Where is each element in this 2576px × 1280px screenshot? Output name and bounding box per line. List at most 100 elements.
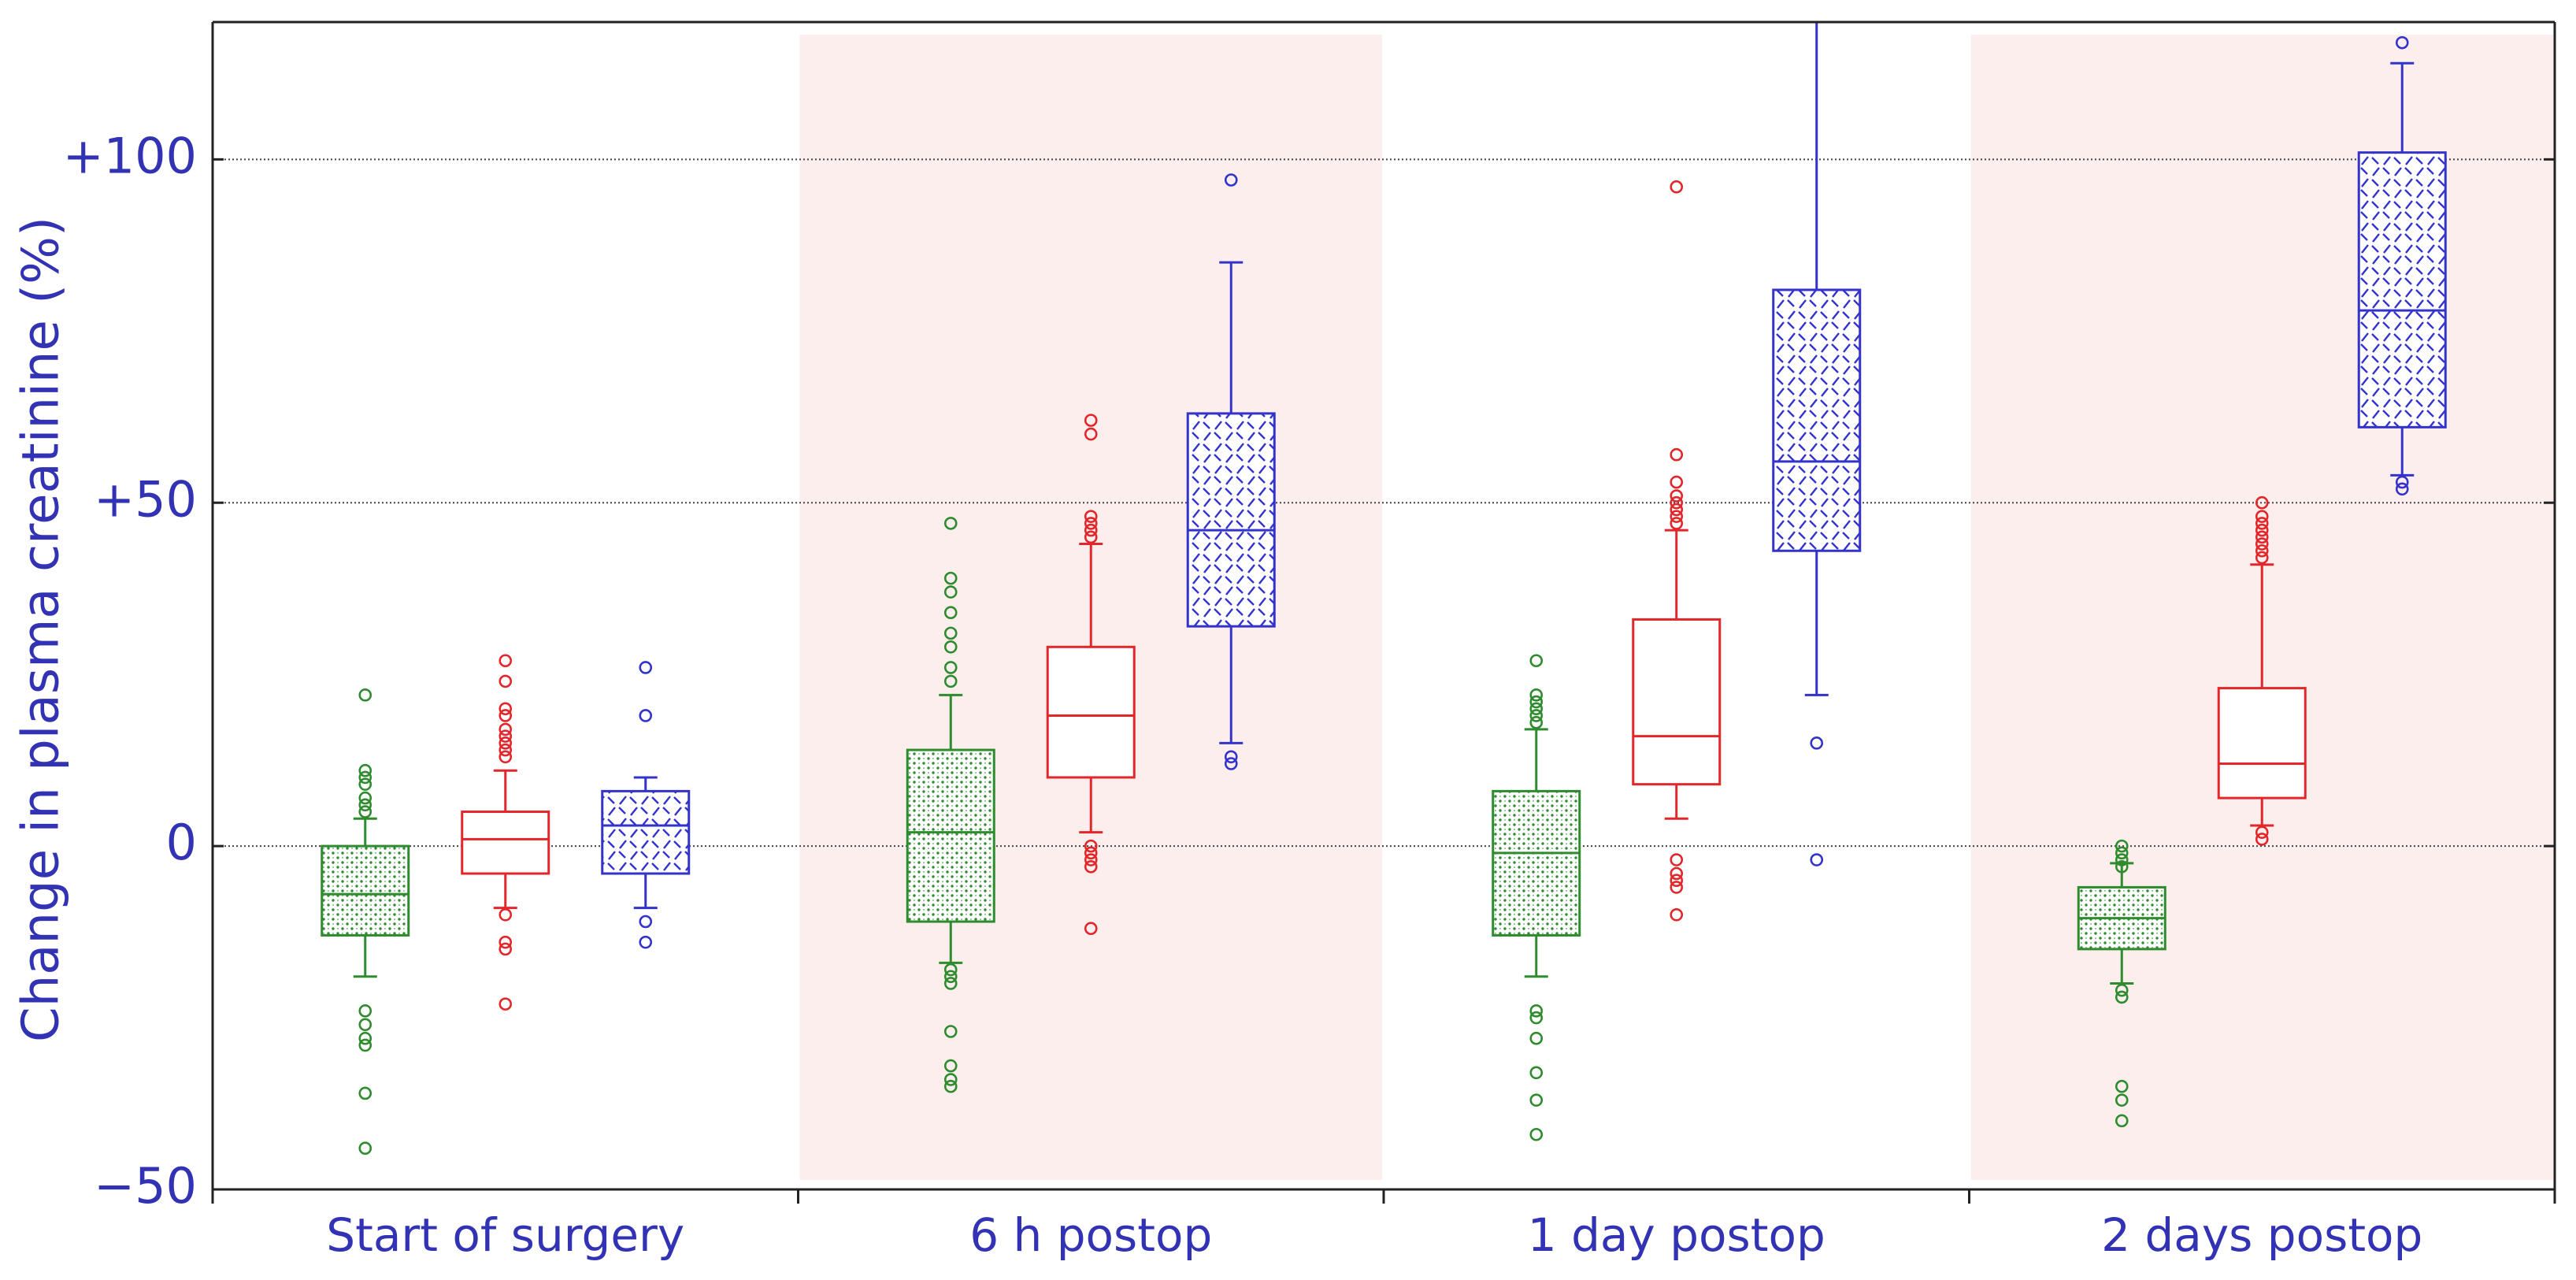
x-tick-label: 2 days postop	[2101, 1208, 2422, 1262]
outlier-point	[943, 626, 958, 640]
outlier-point	[2115, 839, 2129, 853]
box-red-1	[1046, 414, 1136, 936]
outlier-point	[358, 1004, 373, 1018]
outlier-point	[2255, 495, 2269, 510]
outlier-point	[943, 674, 958, 688]
outlier-point	[1670, 495, 1684, 510]
outlier-point	[2255, 826, 2269, 839]
outlier-point	[2115, 983, 2129, 997]
outlier-point	[358, 798, 373, 812]
outlier-point	[358, 688, 373, 702]
outlier-point	[639, 935, 653, 949]
outlier-point	[358, 1018, 373, 1032]
outlier-point	[943, 517, 958, 530]
outlier-point	[1529, 1011, 1544, 1025]
outlier-point	[1084, 414, 1098, 427]
outlier-point	[2115, 859, 2129, 874]
y-tick-label: +100	[63, 127, 197, 184]
outlier-point	[1224, 750, 1238, 764]
outlier-point	[1810, 853, 1824, 866]
box-iqr	[1492, 789, 1581, 937]
x-tick-label: 6 h postop	[969, 1208, 1212, 1262]
outlier-point	[2395, 35, 2409, 50]
x-tick-label: 1 day postop	[1528, 1208, 1825, 1262]
outlier-point	[2115, 1093, 2129, 1107]
outlier-point	[2255, 544, 2269, 558]
outlier-point	[1084, 510, 1098, 523]
outlier-point	[1529, 1093, 1544, 1107]
y-tick-label: +50	[94, 470, 197, 528]
box-iqr	[1632, 618, 1722, 786]
outlier-point	[1670, 180, 1684, 194]
outlier-point	[358, 1141, 373, 1155]
outlier-point	[1529, 688, 1544, 702]
outlier-point	[943, 1073, 958, 1086]
box-iqr	[2357, 151, 2447, 429]
outlier-point	[943, 1079, 958, 1093]
box-red-0	[461, 654, 550, 1011]
outlier-point	[1084, 922, 1098, 936]
box-iqr	[1772, 288, 1862, 552]
outlier-point	[358, 763, 373, 777]
outlier-point	[2115, 1114, 2129, 1128]
outlier-point	[499, 674, 513, 688]
outlier-point	[1670, 874, 1684, 888]
box-layer	[321, 22, 2447, 1155]
outlier-point	[499, 907, 513, 922]
outlier-point	[499, 935, 513, 949]
outlier-point	[1670, 853, 1684, 866]
outlier-point	[358, 770, 373, 785]
outlier-point	[1670, 489, 1684, 503]
outlier-point	[499, 729, 513, 743]
outlier-point	[499, 736, 513, 750]
x-tick-label: Start of surgery	[326, 1208, 684, 1262]
box-iqr	[1046, 645, 1136, 779]
box-red-2	[1632, 180, 1722, 922]
outlier-point	[358, 1031, 373, 1045]
outlier-point	[499, 654, 513, 668]
outlier-point	[1084, 853, 1098, 866]
outlier-point	[943, 963, 958, 977]
outlier-point	[499, 709, 513, 722]
box-iqr	[1186, 412, 1276, 628]
box-blue-2	[1772, 22, 1862, 866]
outlier-point	[1670, 510, 1684, 523]
outlier-point	[2255, 537, 2269, 551]
outlier-point	[943, 585, 958, 599]
outlier-point	[1529, 715, 1544, 729]
box-iqr	[906, 748, 995, 923]
outlier-point	[1529, 1004, 1544, 1018]
outlier-point	[1670, 881, 1684, 894]
y-tick-label: 0	[166, 814, 197, 871]
outlier-point	[1084, 427, 1098, 441]
outlier-point	[2395, 482, 2409, 496]
outlier-point	[1084, 839, 1098, 853]
outlier-point	[943, 970, 958, 984]
outlier-point	[358, 1038, 373, 1052]
box-green-1	[906, 517, 995, 1093]
outlier-point	[1084, 530, 1098, 544]
outlier-point	[1529, 695, 1544, 709]
outlier-point	[2255, 551, 2269, 565]
box-blue-1	[1186, 173, 1276, 770]
outlier-point	[1670, 866, 1684, 881]
axes-layer: +100 +50 0 −50 Start of surgery 6 h postop 1 d…	[13, 20, 2556, 1262]
outlier-point	[1529, 1031, 1544, 1045]
outlier-point	[1084, 846, 1098, 860]
box-green-0	[321, 688, 410, 1155]
outlier-point	[943, 606, 958, 620]
outlier-point	[2115, 990, 2129, 1004]
y-axis-title: Change in plasma creatinine (%)	[13, 217, 71, 1042]
outlier-point	[1224, 757, 1238, 770]
outlier-point	[639, 709, 653, 722]
outlier-point	[943, 1059, 958, 1073]
outlier-point	[499, 743, 513, 757]
outlier-point	[2115, 846, 2129, 860]
outlier-point	[943, 1025, 958, 1038]
outlier-point	[1084, 859, 1098, 874]
outlier-point	[1810, 736, 1824, 750]
outlier-point	[1224, 173, 1238, 187]
outlier-point	[2255, 833, 2269, 846]
outlier-point	[1670, 447, 1684, 462]
